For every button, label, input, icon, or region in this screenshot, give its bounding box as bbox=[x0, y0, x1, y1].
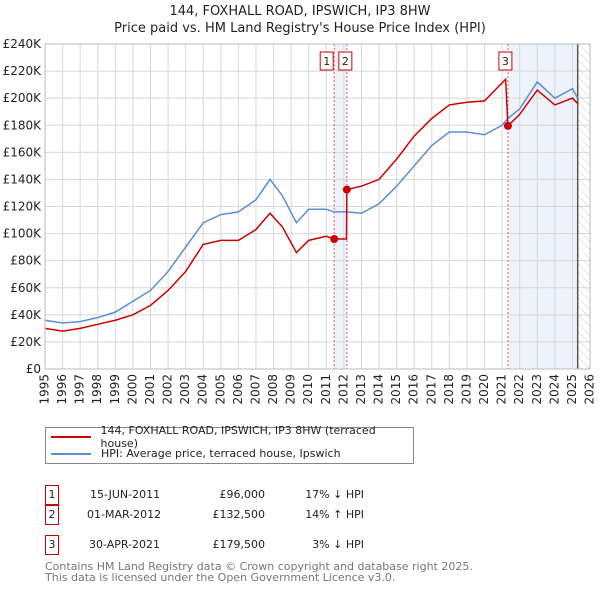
x-tick-label: 2016 bbox=[407, 374, 421, 405]
sale-badge: 1 bbox=[45, 485, 59, 505]
x-tick-label: 2013 bbox=[354, 374, 368, 405]
sale-hpi: 14% ↑ HPI bbox=[305, 508, 364, 521]
sale-label: 2 bbox=[342, 55, 349, 68]
sale-date: 15-JUN-2011 bbox=[90, 488, 161, 501]
x-tick-label: 2007 bbox=[248, 374, 262, 405]
chart-title: 144, FOXHALL ROAD, IPSWICH, IP3 8HW bbox=[169, 4, 431, 19]
sale-row: 1 15-JUN-2011 £96,000 17% ↓ HPI bbox=[45, 485, 405, 505]
y-tick-label: £240K bbox=[3, 37, 43, 51]
property-price-line bbox=[44, 77, 579, 332]
y-tick-label: £160K bbox=[3, 145, 43, 159]
x-tick-label: 2015 bbox=[389, 374, 403, 405]
x-tick-label: 2004 bbox=[196, 374, 210, 405]
x-tick-label: 2012 bbox=[336, 374, 350, 405]
sale-date: 01-MAR-2012 bbox=[87, 508, 162, 521]
footer: Contains HM Land Registry data © Crown c… bbox=[45, 561, 473, 583]
legend-label: 144, FOXHALL ROAD, IPSWICH, IP3 8HW (ter… bbox=[100, 423, 376, 450]
legend-item-property: 144, FOXHALL ROAD, IPSWICH, IP3 8HW (ter… bbox=[46, 424, 413, 450]
sale-label-box bbox=[319, 51, 334, 71]
sale-badge: 3 bbox=[45, 535, 59, 555]
x-tick-label: 1996 bbox=[55, 374, 69, 405]
x-tick-label: 2021 bbox=[495, 374, 509, 405]
y-tick-label: £220K bbox=[3, 64, 43, 78]
sale-badge: 2 bbox=[45, 505, 59, 525]
x-tick-label: 2002 bbox=[161, 374, 175, 405]
sale-hpi: 17% ↓ HPI bbox=[305, 488, 364, 501]
y-tick-label: £0 bbox=[26, 362, 41, 376]
y-tick-label: £80K bbox=[10, 254, 42, 268]
y-tick-label: £140K bbox=[3, 172, 43, 186]
sale-label: 1 bbox=[323, 55, 330, 68]
y-tick-label: £120K bbox=[3, 200, 43, 214]
x-tick-label: 2019 bbox=[459, 374, 473, 405]
plot-frame bbox=[44, 43, 591, 370]
x-tick-label: 2006 bbox=[231, 374, 245, 405]
sale-hpi: 3% ↓ HPI bbox=[312, 538, 364, 551]
legend: 144, FOXHALL ROAD, IPSWICH, IP3 8HW (ter… bbox=[45, 424, 414, 464]
x-tick-label: 2008 bbox=[266, 374, 280, 405]
y-tick-label: £20K bbox=[10, 335, 42, 349]
sale-row: 3 30-APR-2021 £179,500 3% ↓ HPI bbox=[45, 535, 405, 555]
y-tick-label: £200K bbox=[3, 91, 43, 105]
y-tick-label: £180K bbox=[3, 118, 43, 132]
x-tick-label: 2024 bbox=[547, 374, 561, 405]
chart-subtitle: Price paid vs. HM Land Registry's House … bbox=[114, 21, 486, 36]
x-tick-label: 2026 bbox=[583, 374, 597, 405]
sale-point bbox=[330, 235, 339, 243]
legend-swatch bbox=[51, 452, 91, 455]
sale-price: £179,500 bbox=[212, 538, 266, 551]
y-tick-label: £60K bbox=[10, 281, 42, 295]
x-tick-label: 2025 bbox=[565, 374, 579, 405]
legend-swatch bbox=[51, 435, 91, 438]
x-tick-label: 2003 bbox=[178, 374, 192, 405]
x-tick-label: 2010 bbox=[301, 374, 315, 405]
y-tick-label: £40K bbox=[10, 308, 42, 322]
sale-label-box bbox=[498, 51, 513, 71]
legend-label: HPI: Average price, terraced house, Ipsw… bbox=[101, 447, 341, 460]
footer-line: This data is licensed under the Open Gov… bbox=[45, 571, 396, 584]
sale-label: 3 bbox=[502, 55, 509, 68]
x-tick-label: 2023 bbox=[530, 374, 544, 405]
sale-label-box bbox=[338, 51, 353, 71]
x-tick-label: 2009 bbox=[284, 374, 298, 405]
x-tick-label: 1999 bbox=[108, 374, 122, 405]
sale-price: £132,500 bbox=[212, 508, 266, 521]
x-tick-label: 1997 bbox=[73, 374, 87, 405]
sale-price: £96,000 bbox=[219, 488, 266, 501]
hpi-line bbox=[44, 80, 579, 324]
x-tick-label: 2011 bbox=[319, 374, 333, 405]
x-tick-label: 1995 bbox=[38, 374, 52, 405]
x-tick-label: 2020 bbox=[477, 374, 491, 405]
x-tick-label: 2005 bbox=[213, 374, 227, 405]
footer-line: Contains HM Land Registry data © Crown c… bbox=[45, 560, 473, 573]
x-tick-label: 2014 bbox=[372, 374, 386, 405]
sale-date: 30-APR-2021 bbox=[89, 538, 161, 551]
legend-item-hpi: HPI: Average price, terraced house, Ipsw… bbox=[46, 445, 413, 462]
x-tick-label: 2000 bbox=[125, 374, 139, 405]
x-tick-label: 2022 bbox=[512, 374, 526, 405]
x-tick-label: 2017 bbox=[424, 374, 438, 405]
x-tick-label: 2018 bbox=[442, 374, 456, 405]
x-tick-label: 1998 bbox=[90, 374, 104, 405]
sale-point bbox=[342, 185, 351, 194]
x-tick-label: 2001 bbox=[143, 374, 157, 405]
line-chart: 1995 1996 1997 1998 1999 2000 2001 2002 2003 2004… bbox=[3, 37, 597, 405]
sale-row: 2 01-MAR-2012 £132,500 14% ↑ HPI bbox=[45, 505, 405, 525]
y-tick-label: £100K bbox=[3, 227, 43, 241]
sale-point bbox=[503, 121, 512, 130]
